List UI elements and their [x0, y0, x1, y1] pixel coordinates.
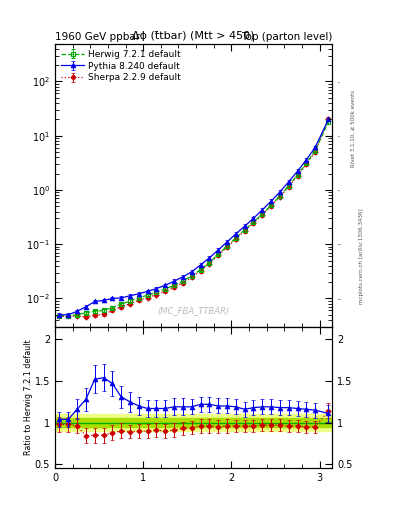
Text: Top (parton level): Top (parton level)	[241, 32, 332, 42]
Bar	[55, 414, 332, 431]
Text: Rivet 3.1.10, ≥ 500k events: Rivet 3.1.10, ≥ 500k events	[351, 90, 356, 166]
Bar	[55, 418, 332, 427]
Text: (MC_FBA_TTBAR): (MC_FBA_TTBAR)	[158, 307, 230, 315]
Title: Δϕ (t̄tbar) (Mtt > 450): Δϕ (t̄tbar) (Mtt > 450)	[132, 31, 255, 41]
Y-axis label: Ratio to Herwig 7.2.1 default: Ratio to Herwig 7.2.1 default	[24, 340, 33, 456]
Legend: Herwig 7.2.1 default, Pythia 8.240 default, Sherpa 2.2.9 default: Herwig 7.2.1 default, Pythia 8.240 defau…	[59, 48, 182, 84]
Text: mcplots.cern.ch [arXiv:1306.3436]: mcplots.cern.ch [arXiv:1306.3436]	[359, 208, 364, 304]
Text: 1960 GeV ppbar: 1960 GeV ppbar	[55, 32, 140, 42]
